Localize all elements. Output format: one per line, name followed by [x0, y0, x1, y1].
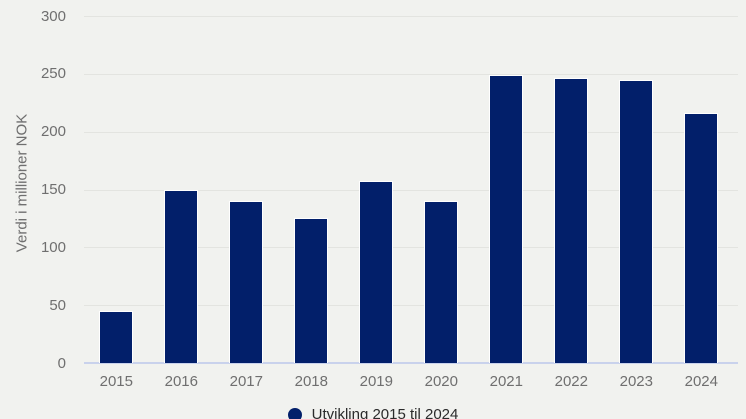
x-axis-line: [84, 362, 738, 364]
legend-circle-icon: [287, 408, 302, 419]
x-tick-label: 2016: [164, 373, 198, 390]
gridline: [84, 189, 738, 191]
bar-2023: [619, 80, 654, 363]
y-tick-label: 50: [49, 296, 66, 314]
x-tick-label: 2015: [99, 373, 133, 390]
x-tick-label: 2019: [359, 373, 393, 390]
legend: Utvikling 2015 til 2024: [0, 406, 746, 419]
gridline: [84, 247, 738, 249]
x-tick-label: 2023: [619, 373, 653, 390]
y-tick-label: 0: [57, 354, 66, 372]
y-tick-label: 150: [40, 181, 66, 198]
x-tick-label: 2024: [684, 373, 718, 390]
bar-2018: [294, 218, 329, 363]
bar-2015: [99, 310, 134, 363]
y-tick-label: 300: [40, 7, 66, 25]
bar-2024: [684, 112, 719, 363]
bar-2017: [229, 200, 264, 363]
y-tick-label: 200: [40, 123, 66, 141]
x-tick-label: 2018: [294, 373, 328, 390]
y-tick-label: 250: [40, 65, 66, 83]
legend-label: Utvikling 2015 til 2024: [311, 406, 459, 419]
gridline: [84, 73, 738, 75]
y-tick-label: 100: [40, 238, 66, 256]
gridline: [84, 131, 738, 133]
bar-2020: [424, 200, 459, 363]
x-tick-label: 2021: [489, 373, 523, 390]
gridline: [84, 305, 738, 307]
bar-2016: [164, 190, 199, 363]
x-tick-label: 2022: [554, 373, 588, 390]
x-tick-label: 2020: [424, 373, 458, 390]
gridline: [84, 16, 738, 17]
bar-2021: [489, 74, 524, 363]
x-tick-label: 2017: [229, 373, 263, 390]
bar-2022: [554, 78, 589, 363]
bar-2019: [359, 181, 394, 363]
